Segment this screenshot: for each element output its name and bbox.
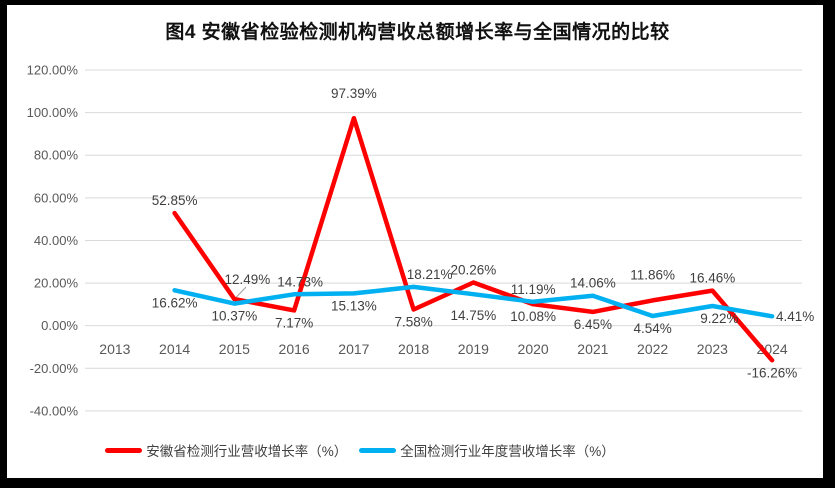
- data-label-anhui: -16.26%: [747, 365, 797, 380]
- data-label-anhui: 16.46%: [689, 271, 735, 286]
- data-label-anhui: 7.58%: [394, 315, 432, 330]
- x-tick-label: 2014: [159, 341, 190, 357]
- x-tick-label: 2018: [398, 341, 429, 357]
- y-tick-label: 80.00%: [34, 148, 79, 163]
- label-leader-line: [235, 286, 247, 298]
- y-tick-label: 120.00%: [27, 63, 79, 78]
- data-label-anhui: 7.17%: [275, 315, 313, 330]
- data-label-anhui: 52.85%: [152, 193, 198, 208]
- data-label-anhui: 20.26%: [450, 263, 496, 278]
- y-tick-label: 100.00%: [27, 105, 79, 120]
- series-line-national: [172, 284, 775, 319]
- y-tick-label: 60.00%: [34, 190, 79, 205]
- data-label-national: 16.62%: [152, 295, 198, 310]
- x-tick-label: 2021: [577, 341, 608, 357]
- x-tick-label: 2020: [518, 341, 549, 357]
- y-tick-label: -20.00%: [30, 361, 79, 376]
- national-series-swatch: [359, 447, 397, 453]
- legend-label-anhui: 安徽省检测行业营收增长率（%）: [146, 444, 348, 459]
- legend-item-anhui: 安徽省检测行业营收增长率（%）: [105, 440, 347, 460]
- data-label-national: 11.19%: [511, 282, 556, 297]
- x-tick-label: 2017: [338, 341, 369, 357]
- chart-canvas: [7, 5, 823, 478]
- data-label-national: 15.13%: [331, 298, 377, 313]
- data-label-anhui: 11.86%: [630, 267, 675, 282]
- data-label-anhui: 97.39%: [331, 86, 377, 101]
- series-line-anhui: [172, 115, 775, 363]
- data-label-anhui: 10.08%: [510, 309, 556, 324]
- y-tick-label: 0.00%: [41, 318, 78, 333]
- data-label-national: 4.54%: [633, 321, 671, 336]
- x-tick-label: 2016: [279, 341, 310, 357]
- x-tick-label: 2013: [99, 341, 130, 357]
- data-label-anhui: 12.49%: [224, 272, 270, 287]
- x-tick-label: 2015: [219, 341, 250, 357]
- data-label-anhui: 6.45%: [574, 317, 612, 332]
- x-tick-label: 2023: [697, 341, 728, 357]
- x-tick-label: 2022: [637, 341, 668, 357]
- data-label-national: 18.21%: [407, 267, 453, 282]
- data-label-national: 10.37%: [211, 309, 257, 324]
- y-tick-label: 40.00%: [34, 233, 79, 248]
- legend-label-national: 全国检测行业年度营收增长率（%）: [400, 444, 615, 459]
- legend-item-national: 全国检测行业年度营收增长率（%）: [359, 440, 615, 460]
- data-label-national: 14.75%: [450, 308, 496, 323]
- data-label-national: 14.73%: [277, 274, 323, 289]
- y-tick-label: -40.00%: [30, 403, 79, 418]
- data-label-national: 14.06%: [570, 276, 616, 291]
- data-label-national: 9.22%: [700, 311, 738, 326]
- y-tick-label: 20.00%: [34, 276, 79, 291]
- chart-title: 图4 安徽省检验检测机构营收总额增长率与全国情况的比较: [165, 22, 670, 43]
- x-tick-label: 2019: [458, 341, 489, 357]
- chart-legend: 安徽省检测行业营收增长率（%） 全国检测行业年度营收增长率（%）: [0, 440, 720, 460]
- anhui-series-swatch: [105, 447, 143, 453]
- data-label-national: 4.41%: [776, 309, 814, 324]
